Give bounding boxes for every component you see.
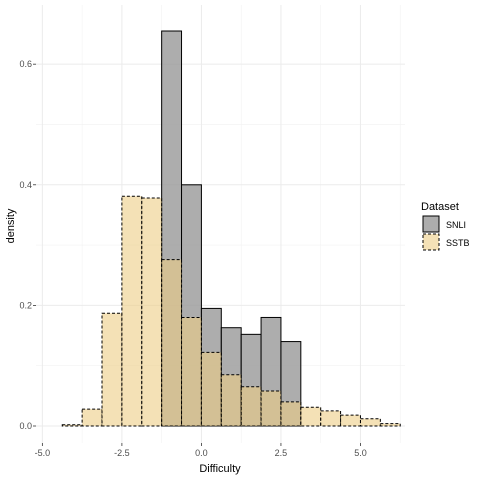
histogram-bar-sstb <box>200 351 222 427</box>
histogram-bar-sstb <box>379 423 401 427</box>
x-axis-label: Difficulty <box>199 463 241 475</box>
y-tick-label: 0.6 <box>19 59 32 69</box>
y-tick-label: 0.2 <box>19 300 32 310</box>
histogram-bar-sstb <box>101 312 123 427</box>
histogram-bar-sstb <box>81 408 103 427</box>
legend-label-snli: SNLI <box>446 220 466 230</box>
histogram-bar-sstb <box>320 410 342 427</box>
histogram-bar-sstb <box>280 401 302 427</box>
legend-key-sstb <box>422 233 440 251</box>
histogram-bar-sstb <box>161 259 183 427</box>
histogram-bar-sstb <box>240 386 262 427</box>
histogram-bar-sstb <box>300 406 322 427</box>
histogram-bar-sstb <box>121 195 143 427</box>
x-tick-label: -5.0 <box>35 448 51 458</box>
legend: Dataset SNLI SSTB <box>421 201 470 251</box>
series-sstb <box>61 195 401 427</box>
histogram-bar-sstb <box>260 390 282 427</box>
histogram-bar-sstb <box>61 424 83 427</box>
y-axis-label: density <box>5 208 17 243</box>
histogram-bar-sstb <box>220 374 242 427</box>
legend-key-snli <box>422 215 440 233</box>
legend-label-sstb: SSTB <box>446 238 470 248</box>
histogram-bar-sstb <box>340 414 361 427</box>
axis-layer: -5.0 -2.5 0.0 2.5 5.0 0.0 0.2 0.4 0.6 <box>19 59 366 458</box>
x-tick-label: 0.0 <box>195 448 208 458</box>
histogram-bar-sstb <box>181 316 202 427</box>
x-tick-label: 2.5 <box>275 448 288 458</box>
histogram-bar-sstb <box>359 418 381 427</box>
histogram-bar-sstb <box>141 197 163 427</box>
bars-layer <box>61 30 401 427</box>
x-tick-label: 5.0 <box>354 448 367 458</box>
x-tick-label: -2.5 <box>114 448 130 458</box>
y-tick-label: 0.4 <box>19 180 32 190</box>
y-tick-label: 0.0 <box>19 421 32 431</box>
legend-title: Dataset <box>421 201 459 213</box>
